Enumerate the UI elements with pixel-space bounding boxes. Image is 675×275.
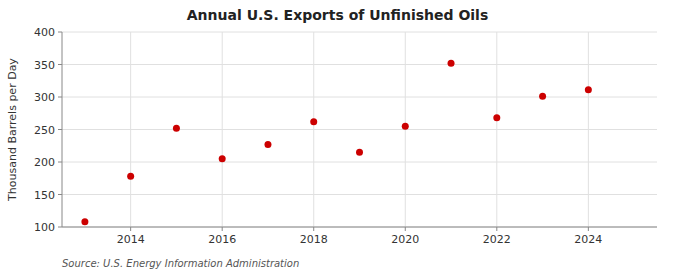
chart-svg: 2014 2016 2018 2020 2022 2024 100 150 200 250 300 3… — [0, 0, 675, 275]
y-grid-line — [62, 97, 657, 98]
y-tick-label: 400 — [34, 26, 55, 39]
point — [173, 125, 180, 132]
points — [81, 60, 591, 226]
y-tick-label: 150 — [34, 189, 55, 202]
y-tick — [58, 227, 62, 228]
point — [264, 141, 271, 148]
x-tick — [130, 227, 131, 231]
x-tick — [496, 227, 497, 231]
y-grid-line — [62, 32, 657, 33]
x-tick-label: 2024 — [574, 233, 602, 246]
x-grid-line — [496, 32, 497, 227]
y-tick — [58, 97, 62, 98]
y-grid-line — [62, 129, 657, 130]
y-tick-label: 350 — [34, 59, 55, 72]
chart-container: 2014 2016 2018 2020 2022 2024 100 150 200 250 300 3… — [0, 0, 675, 275]
point — [127, 173, 134, 180]
y-grid-line — [62, 227, 657, 228]
point — [219, 155, 226, 162]
x-tick — [313, 227, 314, 231]
x-grid-line — [130, 32, 131, 227]
point — [493, 114, 500, 121]
x-grid-line — [313, 32, 314, 227]
x-tick — [588, 227, 589, 231]
y-tick — [58, 129, 62, 130]
point — [356, 149, 363, 156]
y-tick — [58, 162, 62, 163]
point — [539, 93, 546, 100]
x-grid-line — [222, 32, 223, 227]
y-tick-label: 250 — [34, 124, 55, 137]
point — [448, 60, 455, 67]
point — [585, 86, 592, 93]
x-tick-label: 2022 — [483, 233, 511, 246]
x-tick — [405, 227, 406, 231]
y-tick — [58, 64, 62, 65]
source-note: Source: U.S. Energy Information Administ… — [62, 258, 299, 269]
point — [81, 218, 88, 225]
y-axis-label: Thousand Barrels per Day — [6, 58, 19, 202]
y-grid-line — [62, 162, 657, 163]
y-grid-line — [62, 64, 657, 65]
y-grid-line — [62, 194, 657, 195]
x-tick-label: 2016 — [208, 233, 236, 246]
x-axis-line — [62, 227, 657, 228]
x-tick — [222, 227, 223, 231]
y-tick-label: 200 — [34, 156, 55, 169]
x-tick-label: 2018 — [300, 233, 328, 246]
grid — [62, 32, 657, 227]
title: Annual U.S. Exports of Unfinished Oils — [187, 7, 488, 23]
point — [402, 123, 409, 130]
point — [310, 118, 317, 125]
y-tick — [58, 194, 62, 195]
x-grid-line — [588, 32, 589, 227]
y-tick — [58, 32, 62, 33]
y-tick-label: 100 — [34, 221, 55, 234]
y-tick-label: 300 — [34, 91, 55, 104]
axes: 2014 2016 2018 2020 2022 2024 100 150 200 250 300 3… — [34, 26, 602, 246]
x-tick-label: 2014 — [117, 233, 145, 246]
x-tick-label: 2020 — [391, 233, 419, 246]
